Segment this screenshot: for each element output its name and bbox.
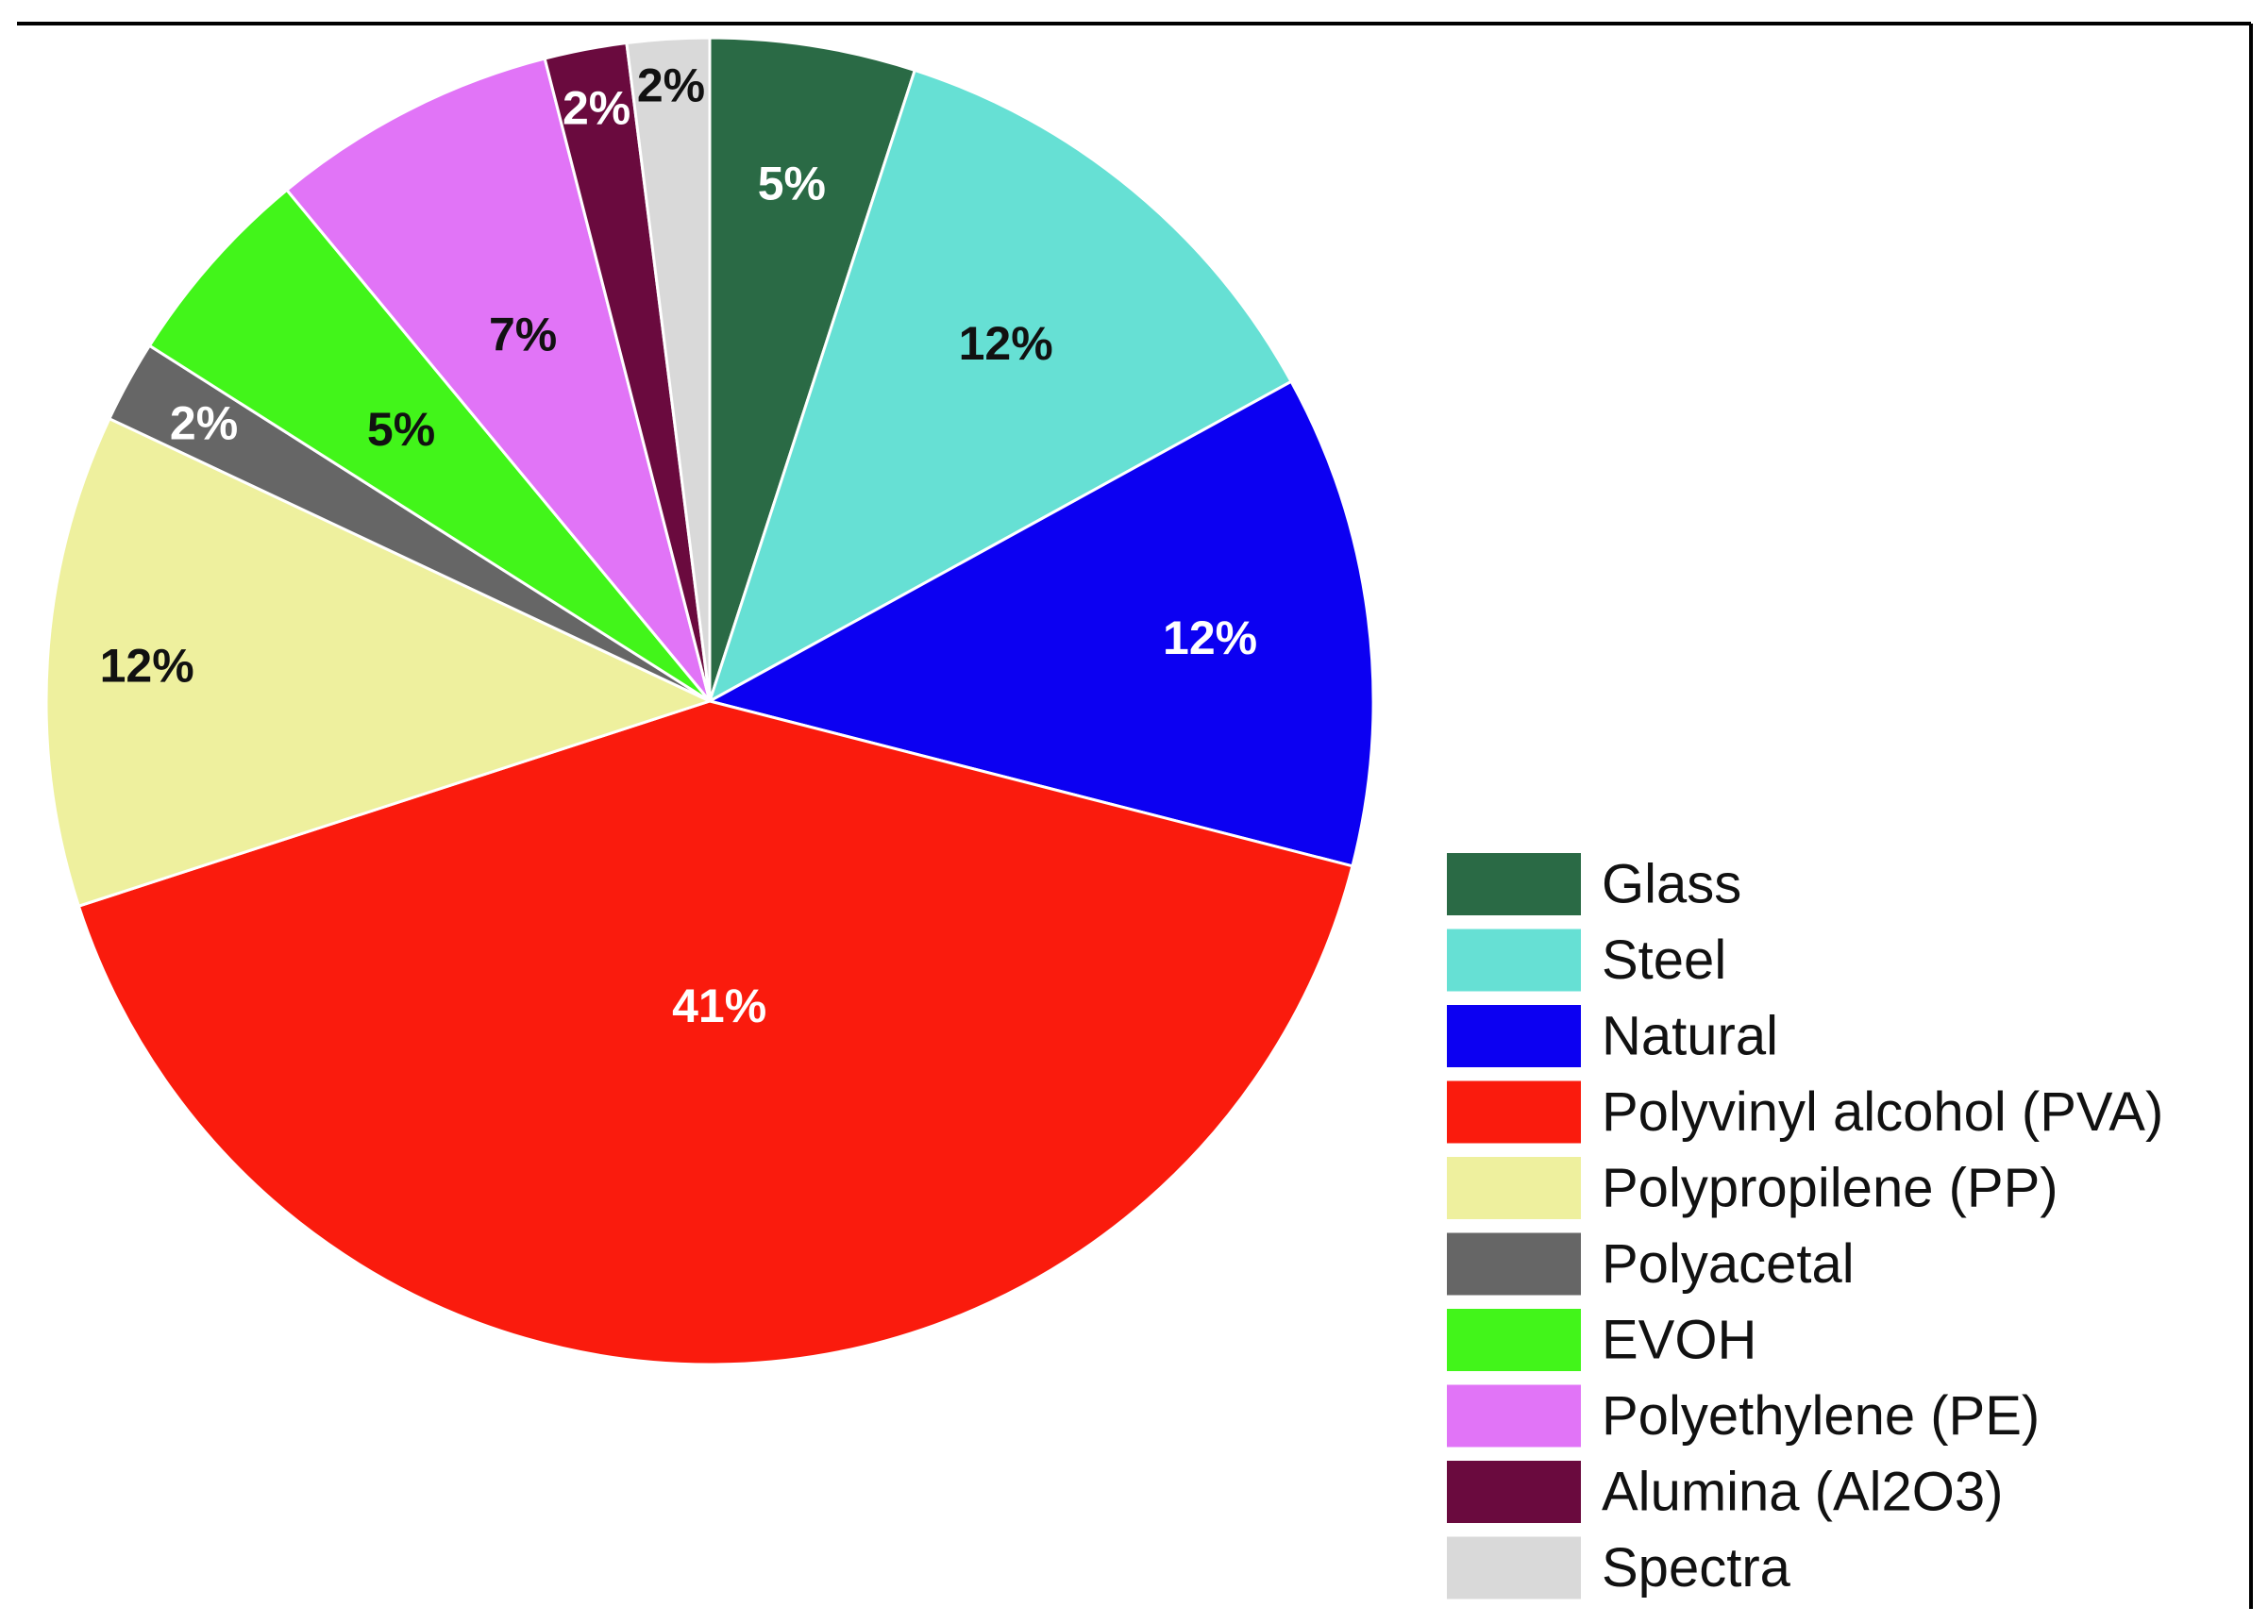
legend-swatch-alumina-al2o3 [1447,1461,1581,1523]
slice-label-polyacetal: 2% [170,396,238,449]
legend-label-polypropilene-pp: Polypropilene (PP) [1602,1158,2058,1219]
pie-slice-polypropilene-pp [44,416,714,909]
slice-label-alumina-al2o3: 2% [563,82,630,135]
legend-label-polyvinyl-alcohol-pva: Polyvinyl alcohol (PVA) [1602,1081,2163,1143]
pie-slice-polyvinyl-alcohol-pva [76,699,1354,1366]
pie-slice-spectra [625,36,712,702]
legend-label-natural: Natural [1602,1006,1778,1067]
legend-swatch-glass [1447,853,1581,915]
legend-swatch-evoh [1447,1309,1581,1371]
legend-label-spectra: Spectra [1602,1537,1791,1599]
pie-slice-glass [708,36,917,702]
legend-label-polyethylene-pe: Polyethylene (PE) [1602,1385,2040,1447]
legend: Glass Steel Natural Polyvinyl alcohol (PVA)… [1447,853,2163,1599]
slice-label-glass: 5% [758,157,826,209]
legend-swatch-spectra [1447,1536,1581,1599]
legend-swatch-polypropilene-pp [1447,1157,1581,1219]
pie-slices [44,36,1375,1366]
slice-label-polyvinyl-alcohol-pva: 41% [672,979,766,1032]
legend-label-polyacetal: Polyacetal [1602,1233,1855,1295]
pie-slice-evoh [147,188,712,703]
pie-slice-natural [705,379,1375,868]
legend-label-glass: Glass [1602,854,1741,915]
slice-label-polypropilene-pp: 12% [100,639,194,692]
legend-swatch-polyacetal [1447,1232,1581,1296]
pie-slice-polyethylene-pe [284,57,712,702]
legend-swatch-steel [1447,929,1581,992]
slice-label-natural: 12% [1163,611,1257,664]
legend-swatch-natural [1447,1005,1581,1067]
legend-label-evoh: EVOH [1602,1310,1756,1371]
slice-label-spectra: 2% [637,59,705,112]
slice-label-polyethylene-pe: 7% [489,309,557,361]
legend-label-alumina-al2o3: Alumina (Al2O3) [1602,1462,2003,1523]
pie-slice-steel [707,68,1294,705]
legend-swatch-polyethylene-pe [1447,1384,1581,1448]
slice-label-steel: 12% [959,317,1053,370]
slice-value-labels: 5%12%12%41%12%2% 5%7%2% 2% [100,59,1258,1033]
legend-label-steel: Steel [1602,929,1726,991]
slice-label-evoh: 5% [367,403,435,456]
legend-swatch-polyvinyl-alcohol-pva [1447,1080,1581,1144]
